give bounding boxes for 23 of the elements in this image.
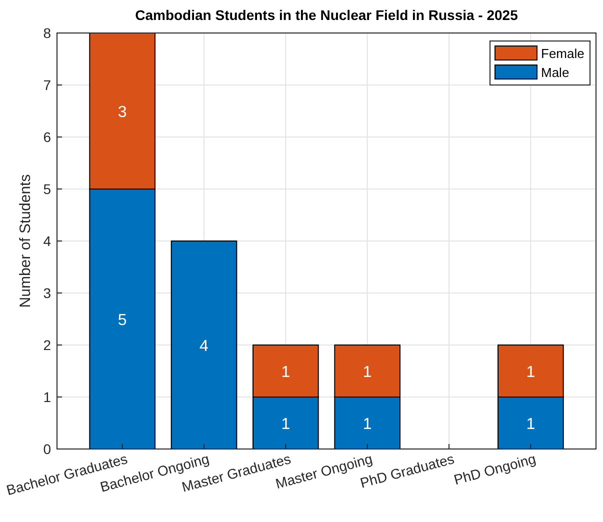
data-label: 1 — [281, 416, 290, 433]
data-label: 1 — [362, 364, 372, 381]
chart-title: Cambodian Students in the Nuclear Field in Russia - 2025 — [135, 7, 518, 23]
data-label: 4 — [200, 338, 209, 355]
y-tick-label: 0 — [43, 441, 52, 457]
y-tick-label: 6 — [43, 129, 52, 145]
data-label: 1 — [281, 364, 290, 381]
y-axis-title: Number of Students — [17, 174, 34, 308]
y-tick-label: 5 — [43, 181, 52, 197]
legend-label: Male — [541, 65, 570, 80]
data-label: 5 — [118, 312, 127, 329]
y-tick-label: 3 — [43, 285, 52, 301]
y-tick-label: 4 — [43, 233, 52, 249]
data-label: 1 — [526, 364, 536, 381]
data-label: 1 — [526, 416, 536, 433]
y-tick-label: 2 — [43, 337, 52, 353]
y-tick-label: 7 — [43, 77, 52, 93]
data-label: 1 — [362, 416, 372, 433]
y-tick-label: 1 — [43, 389, 52, 405]
bar — [170, 240, 238, 450]
legend-label: Female — [541, 46, 584, 61]
data-label: 3 — [118, 104, 127, 121]
y-tick-label: 8 — [43, 25, 52, 41]
